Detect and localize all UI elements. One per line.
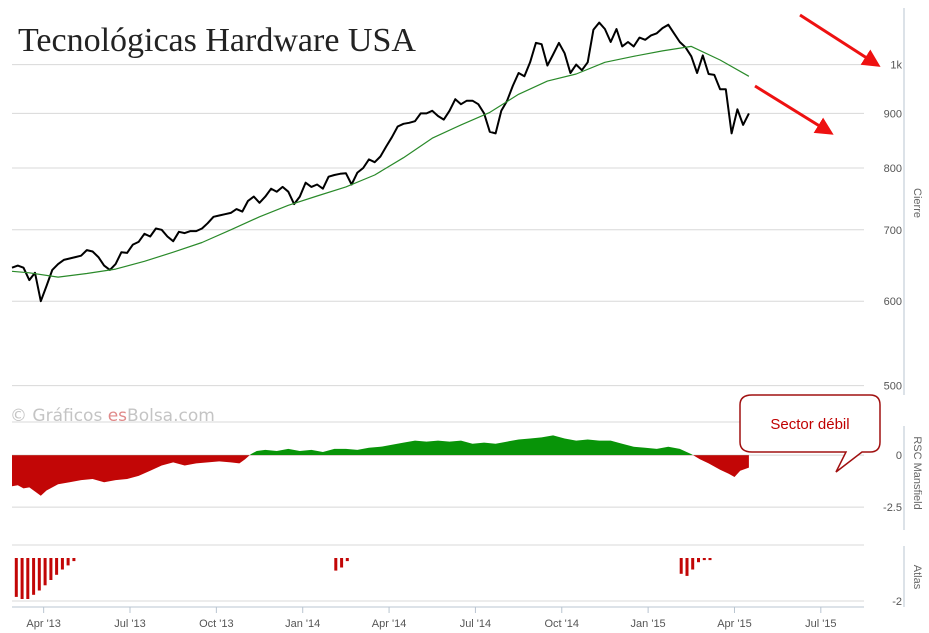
atlas-bar [32,558,36,595]
rsc-positive-area [12,435,749,456]
axis-labels: 500 600 700 800 900 1k 0 -2.5 -2 Apr '13 Jul '13 Oc… [26,60,923,630]
atlas-bar [685,558,689,576]
rsc-mansfield-area [12,435,749,496]
gridlines [12,64,864,602]
atlas-bar [26,558,30,599]
x-tick-label: Jul '13 [114,618,145,630]
callout-shape [739,394,881,473]
arrow-lower [754,84,834,135]
atlas-bar [66,558,70,566]
atlas-bar [49,558,53,580]
atlas-bar [43,558,47,586]
price-tick-label: 500 [884,381,902,393]
chart-title: Tecnológicas Hardware USA [18,22,416,59]
atlas-bar [72,558,76,562]
atlas-bar [708,558,712,561]
watermark: © Gráficos esBolsa.com [10,406,215,426]
arrow-upper [799,13,881,67]
atlas-bar [55,558,59,575]
atlas-bar [14,558,18,597]
atlas-bar [345,558,349,562]
atlas-bar [334,558,338,571]
atlas-bars [14,558,712,599]
atlas-bar [702,558,706,561]
x-tick-label: Jul '14 [460,618,491,630]
rsc-axis-title: RSC Mansfield [911,436,923,509]
atlas-bar [340,558,344,568]
watermark-prefix: © Gráficos [10,406,108,426]
price-tick-label: 700 [884,225,902,237]
rsc-negative-area [12,455,749,496]
rsc-tick-label: 0 [896,450,902,462]
atlas-bar [60,558,64,570]
close-price-line [11,21,750,303]
x-tick-label: Oct '13 [199,618,234,630]
atlas-bar [691,558,695,570]
moving-average-line [11,45,750,278]
x-tick-label: Apr '14 [372,618,407,630]
atlas-bar [679,558,683,574]
x-tick-label: Apr '15 [717,618,752,630]
price-tick-label: 600 [884,296,902,308]
x-tick-label: Jul '15 [805,618,836,630]
price-tick-label: 800 [884,163,902,175]
watermark-suffix: Bolsa.com [127,406,215,426]
price-axis-title: Cierre [911,188,923,218]
axes [12,8,905,613]
atlas-axis-title: Atlas [911,565,923,590]
x-tick-label: Oct '14 [545,618,580,630]
annotation-arrows [754,13,881,135]
x-tick-label: Apr '13 [26,618,61,630]
atlas-tick-label: -2 [892,596,902,608]
price-lines [11,21,750,303]
price-tick-label: 900 [884,108,902,120]
rsc-tick-label: -2.5 [883,502,902,514]
price-tick-label: 1k [890,60,902,72]
x-tick-label: Jan '15 [631,618,666,630]
callout-bubble: Sector débil [739,394,881,473]
atlas-bar [37,558,41,591]
atlas-bar [697,558,700,563]
watermark-accent: es [108,406,127,426]
atlas-bar [20,558,24,599]
x-tick-label: Jan '14 [285,618,320,630]
callout-text: Sector débil [770,416,849,433]
